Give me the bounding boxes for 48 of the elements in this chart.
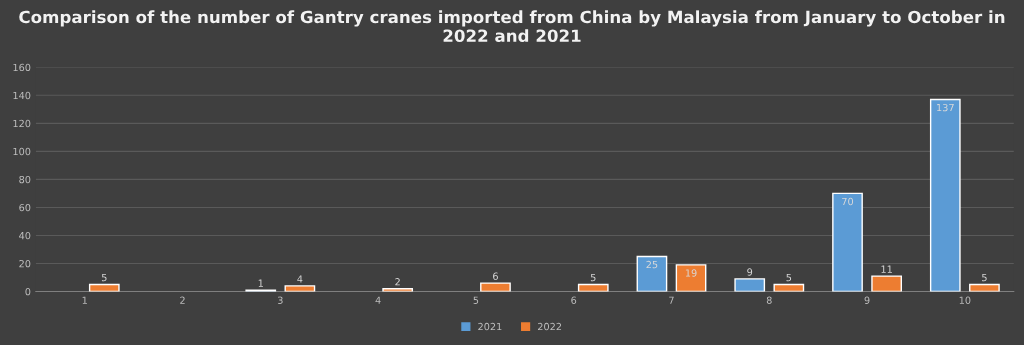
- data-label: 9: [747, 268, 753, 276]
- x-tick-label: 6: [571, 296, 577, 304]
- bar: [734, 278, 766, 292]
- data-label: 6: [493, 272, 498, 280]
- x-tick-label: 10: [959, 296, 971, 304]
- bar: [969, 283, 1000, 292]
- y-tick-label: 20: [19, 259, 31, 268]
- y-tick-label: 160: [13, 63, 31, 72]
- data-label: 2: [395, 278, 400, 286]
- bar: [773, 283, 805, 292]
- bar: [871, 275, 902, 292]
- x-tick-label: 1: [82, 296, 87, 304]
- y-tick-label: 60: [19, 203, 31, 212]
- data-label: 25: [646, 260, 658, 269]
- bar: [929, 98, 961, 292]
- x-tick-label: 5: [473, 296, 479, 304]
- bar: [832, 192, 863, 292]
- bar: [675, 264, 707, 292]
- data-label: 11: [881, 265, 892, 273]
- data-label: 19: [685, 269, 697, 277]
- legend-label: 2021: [478, 322, 502, 331]
- x-tick-label: 7: [669, 296, 674, 304]
- legend-label: 2022: [537, 322, 562, 331]
- data-label: 5: [982, 274, 987, 282]
- y-tick-label: 40: [19, 231, 31, 240]
- y-tick-label: 80: [19, 175, 31, 184]
- bar: [577, 283, 609, 292]
- data-label: 5: [786, 274, 792, 282]
- bar: [636, 255, 668, 292]
- data-label: 4: [297, 275, 303, 283]
- data-label: 5: [590, 274, 596, 282]
- chart-title: Comparison of the number of Gantry cranes imported from China by Malaysia from January to October in 2022 and 2021: [19, 10, 1005, 43]
- x-tick-label: 9: [864, 296, 870, 304]
- x-tick-label: 8: [766, 296, 772, 304]
- bar: [88, 283, 120, 292]
- y-tick-label: 0: [25, 288, 31, 296]
- data-label: 5: [101, 274, 107, 282]
- x-tick-label: 2: [180, 296, 185, 304]
- y-tick-label: 100: [13, 147, 31, 156]
- x-tick-label: 3: [277, 296, 283, 304]
- y-tick-label: 120: [13, 119, 31, 128]
- bar: [480, 282, 511, 292]
- data-label: 70: [842, 197, 854, 206]
- y-tick-label: 140: [13, 91, 31, 100]
- x-tick-label: 4: [375, 296, 381, 304]
- data-label: 137: [937, 103, 954, 112]
- data-label: 1: [258, 279, 263, 287]
- bar: [284, 285, 316, 292]
